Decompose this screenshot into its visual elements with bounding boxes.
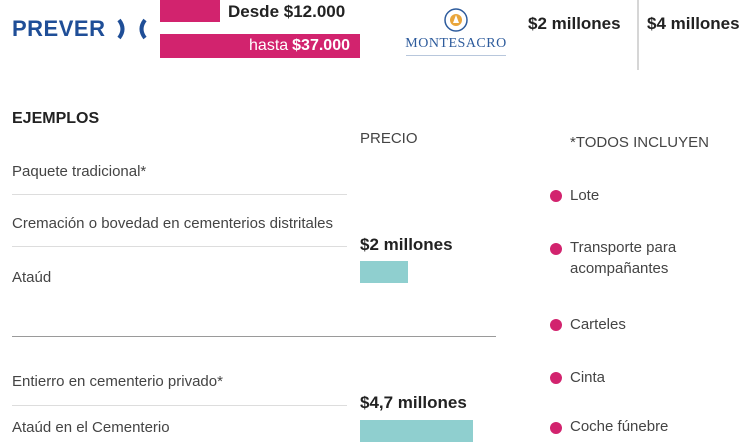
row-divider: [12, 246, 347, 247]
item-ataud: Ataúd: [12, 269, 52, 286]
include-lote: Lote: [570, 187, 600, 204]
bullet-icon: [550, 422, 562, 434]
section-divider: [12, 336, 496, 337]
section-heading: EJEMPLOS: [12, 110, 100, 127]
prever-logo-mark-icon: [117, 18, 147, 40]
row-divider: [12, 405, 347, 406]
price-bar-1: [360, 261, 408, 283]
bullet-icon: [550, 319, 562, 331]
include-carteles: Carteles: [570, 316, 626, 333]
price-label-2: $4,7 millones: [360, 393, 467, 412]
includes-column-header: *TODOS INCLUYEN: [570, 134, 709, 151]
item-cremacion: Cremación o bovedad en cementerios distr…: [12, 215, 333, 232]
desde-price-label: Desde $12.000: [228, 2, 346, 21]
include-transporte: Transporte para acompañantes: [570, 239, 677, 277]
row-divider: [12, 194, 347, 195]
bullet-icon: [550, 372, 562, 384]
price-bar-2: [360, 420, 473, 442]
top-divider: [637, 0, 639, 70]
hasta-value: $37.000: [292, 37, 350, 54]
logo-divider: [406, 55, 506, 56]
item-entierro-privado: Entierro en cementerio privado*: [12, 373, 223, 390]
top-price-b: $4 millones: [647, 14, 740, 33]
montesacro-logo: MONTESACRO: [398, 5, 514, 63]
include-cinta: Cinta: [570, 369, 606, 386]
montesacro-emblem-icon: [444, 8, 468, 32]
item-paquete-tradicional: Paquete tradicional*: [12, 163, 147, 180]
hasta-prefix: hasta: [249, 37, 289, 54]
bullet-icon: [550, 243, 562, 255]
top-price-a: $2 millones: [528, 14, 621, 33]
price-column-header: PRECIO: [360, 130, 418, 147]
hasta-price-bar: hasta $37.000: [160, 34, 360, 58]
price-label-1: $2 millones: [360, 235, 453, 254]
desde-price-bar: [160, 0, 220, 22]
bullet-icon: [550, 190, 562, 202]
montesacro-logo-name: MONTESACRO: [405, 36, 507, 51]
item-ataud-cementerio: Ataúd en el Cementerio: [12, 419, 170, 436]
prever-logo-text: PREVER: [12, 16, 106, 41]
